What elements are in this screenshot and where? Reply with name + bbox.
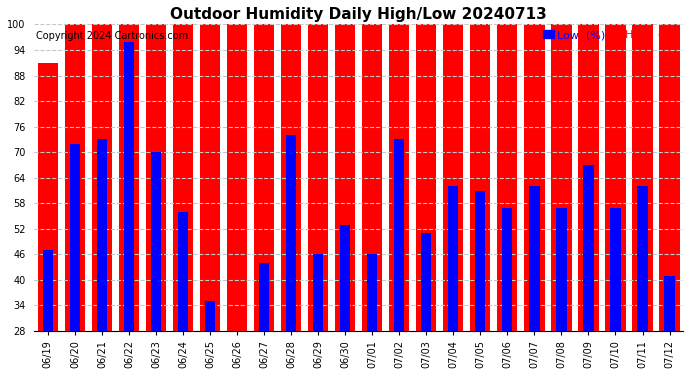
Bar (124, 42, 134, 331)
Bar (119, 24, 139, 331)
Bar (367, 254, 377, 331)
Bar (65, 24, 85, 331)
Bar (611, 208, 620, 331)
Bar (605, 24, 626, 331)
Bar (389, 24, 409, 331)
Bar (335, 24, 355, 331)
Bar (200, 24, 220, 331)
Bar (497, 24, 518, 331)
Bar (394, 140, 404, 331)
Bar (38, 63, 58, 331)
Bar (578, 24, 599, 331)
Bar (470, 24, 491, 331)
Bar (660, 24, 680, 331)
Bar (259, 263, 269, 331)
Bar (362, 24, 382, 331)
Title: Outdoor Humidity Daily High/Low 20240713: Outdoor Humidity Daily High/Low 20240713 (170, 7, 547, 22)
Bar (173, 24, 193, 331)
Bar (340, 225, 351, 331)
Bar (227, 24, 247, 331)
Bar (448, 186, 458, 331)
Bar (416, 24, 436, 331)
Bar (43, 250, 53, 331)
Bar (286, 135, 296, 331)
Bar (556, 208, 566, 331)
Bar (308, 24, 328, 331)
Text: Copyright 2024 Cartronics.com: Copyright 2024 Cartronics.com (36, 31, 188, 40)
Bar (254, 24, 274, 331)
Bar (205, 301, 215, 331)
Bar (583, 165, 593, 331)
Bar (551, 24, 571, 331)
Bar (178, 212, 188, 331)
Bar (632, 24, 653, 331)
Bar (421, 233, 431, 331)
Bar (151, 152, 161, 331)
Bar (313, 254, 324, 331)
Bar (281, 24, 302, 331)
Bar (97, 140, 107, 331)
Bar (524, 24, 544, 331)
Bar (475, 190, 486, 331)
Bar (443, 24, 464, 331)
Bar (92, 24, 112, 331)
Bar (146, 24, 166, 331)
Legend: Low  (%), High  (%): Low (%), High (%) (542, 30, 678, 40)
Bar (638, 186, 648, 331)
Bar (502, 208, 513, 331)
Bar (664, 276, 675, 331)
Bar (529, 186, 540, 331)
Bar (70, 144, 80, 331)
